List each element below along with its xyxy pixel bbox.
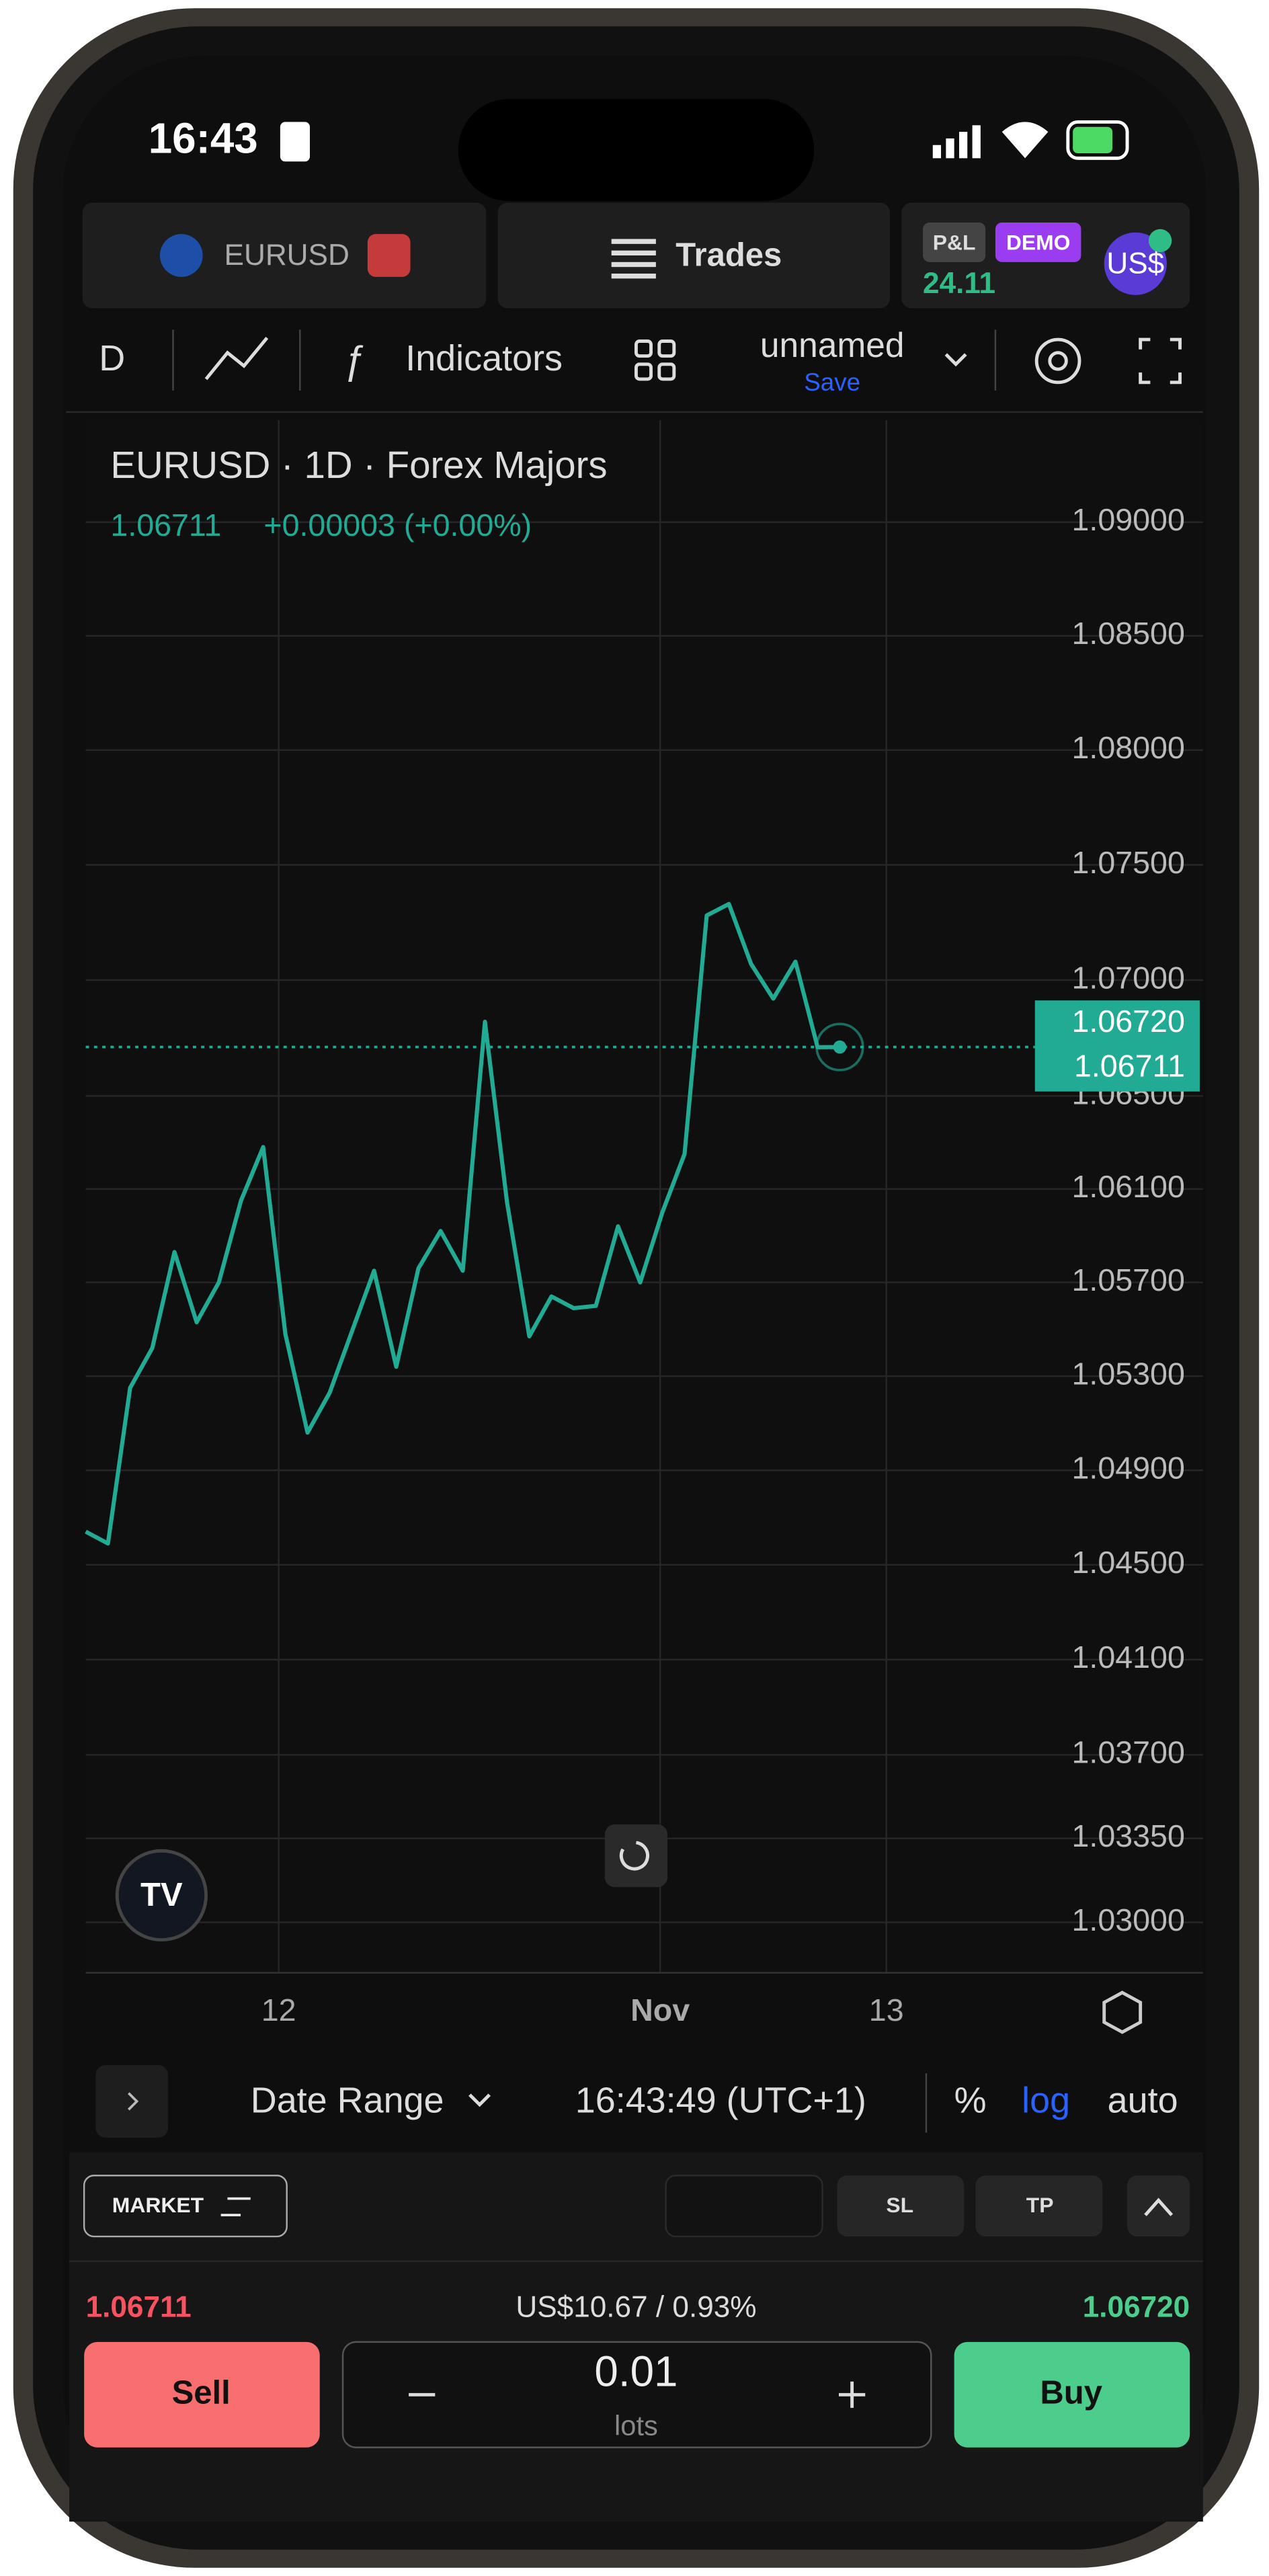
settings-icon[interactable] [1034, 337, 1081, 385]
buy-button[interactable] [954, 2341, 1190, 2448]
tp-button[interactable] [975, 2175, 1103, 2237]
y-tick-label: 1.03000 [1071, 1902, 1184, 1937]
battery-icon [1066, 120, 1129, 160]
collapse-button[interactable] [1127, 2175, 1190, 2237]
trades-label[interactable]: Trades [676, 237, 782, 273]
sell-price: 1.06711 [86, 2290, 192, 2323]
y-tick-label: 1.05300 [1071, 1356, 1184, 1391]
tradingview-logo[interactable] [115, 1849, 208, 1942]
sell-button[interactable] [84, 2341, 320, 2448]
quantity-unit: lots [614, 2409, 658, 2441]
y-tick-label: 1.07500 [1071, 845, 1184, 880]
reset-icon [619, 1841, 649, 1871]
price-label: 1.06711 [1074, 1049, 1185, 1084]
y-tick-label: 1.04900 [1071, 1450, 1184, 1485]
reset-button[interactable] [604, 1824, 668, 1888]
quantity-field[interactable] [341, 2341, 932, 2448]
signal-icon [932, 125, 981, 159]
y-tick-label: 1.07000 [1071, 960, 1184, 995]
x-tick-label: 12 [261, 1993, 296, 2027]
sell[interactable]: Sell [172, 2374, 231, 2411]
y-tick-label: 1.04500 [1071, 1545, 1184, 1580]
y-tick-label: 1.06100 [1071, 1169, 1184, 1204]
wifi-icon [1001, 122, 1049, 159]
market[interactable]: MARKET [112, 2193, 204, 2217]
y-tick-label: 1.09000 [1071, 502, 1184, 537]
avatar[interactable] [1104, 232, 1167, 295]
empty-field[interactable] [665, 2175, 823, 2238]
chart: 1.03000 1.03350 1.03700 1.04100 1.04500 1.049… [85, 420, 1203, 2027]
status-icon [280, 122, 311, 162]
expand-icon [128, 2092, 139, 2111]
margin: US$10.67 / 0.93% [516, 2290, 756, 2323]
interval[interactable]: D [99, 338, 125, 378]
save[interactable]: Save [804, 368, 860, 396]
quantity[interactable]: 0.01 [594, 2347, 678, 2396]
dynamic-island [458, 99, 815, 202]
percent-toggle[interactable]: % [954, 2081, 987, 2121]
increase-button[interactable] [839, 2381, 866, 2408]
list-icon [611, 239, 656, 279]
layout-name[interactable]: unnamed [760, 325, 905, 364]
price-change: +0.00003 (+0.00%) [263, 508, 532, 542]
pnl-label: P&L [933, 230, 976, 254]
clock: 16:43:49 (UTC+1) [575, 2081, 866, 2121]
dropdown-icon[interactable] [944, 353, 967, 367]
last-point [833, 1040, 847, 1054]
chart-title: EURUSD · 1D · Forex Majors [110, 444, 607, 486]
currency: US$ [1106, 247, 1164, 280]
y-tick-label: 1.05700 [1071, 1262, 1184, 1297]
auto-toggle[interactable]: auto [1108, 2081, 1178, 2121]
sl-button[interactable] [837, 2175, 965, 2237]
collapse-icon [1144, 2198, 1174, 2216]
price-badge [1034, 1000, 1200, 1092]
x-tick-label: Nov [630, 1993, 690, 2027]
layout-icon[interactable] [634, 339, 676, 381]
y-tick-label: 1.04100 [1071, 1640, 1184, 1675]
expand-button[interactable] [95, 2064, 169, 2138]
y-tick-label: 1.08000 [1071, 730, 1184, 765]
x-tick-label: 13 [869, 1993, 904, 2027]
demo-badge [995, 222, 1081, 262]
tp[interactable]: TP [1026, 2193, 1054, 2217]
y-tick-label: 1.03700 [1071, 1735, 1184, 1770]
indicators[interactable]: Indicators [405, 338, 563, 378]
symbol[interactable]: EURUSD [224, 239, 350, 272]
settings-icon-core [1048, 351, 1068, 371]
buy-price: 1.06720 [1083, 2290, 1190, 2323]
status-time: 16:43 [149, 114, 258, 163]
sl[interactable]: SL [886, 2193, 913, 2217]
battery-level [1073, 126, 1112, 154]
chart-area [85, 420, 1203, 1973]
demo-label: DEMO [1006, 230, 1071, 254]
y-tick-label: 1.03350 [1071, 1818, 1184, 1853]
log-toggle[interactable]: log [1022, 2081, 1070, 2121]
date-range[interactable]: Date Range [251, 2081, 444, 2121]
pnl-value: 24.11 [923, 267, 995, 300]
indicators-icon: ƒ [343, 338, 365, 382]
buy[interactable]: Buy [1040, 2374, 1102, 2411]
us-flag [367, 234, 411, 277]
logo-mark: TV [140, 1877, 183, 1913]
pnl-badge [923, 222, 986, 262]
status-dot [1148, 229, 1172, 253]
axis-settings-icon[interactable] [1102, 1990, 1143, 2034]
eu-flag [159, 234, 203, 277]
price-label: 1.06720 [1071, 1004, 1184, 1039]
market-button[interactable] [83, 2175, 288, 2238]
price-line [85, 901, 840, 1546]
trades-button[interactable] [497, 202, 891, 309]
date-range-icon [468, 2093, 491, 2107]
fullscreen-icon[interactable] [1139, 337, 1182, 385]
y-tick-label: 1.08500 [1071, 616, 1184, 651]
chart-type-icon[interactable] [204, 337, 269, 380]
symbol-button[interactable] [82, 202, 487, 309]
market-icon [220, 2197, 251, 2216]
last-price: 1.06711 [110, 508, 221, 542]
